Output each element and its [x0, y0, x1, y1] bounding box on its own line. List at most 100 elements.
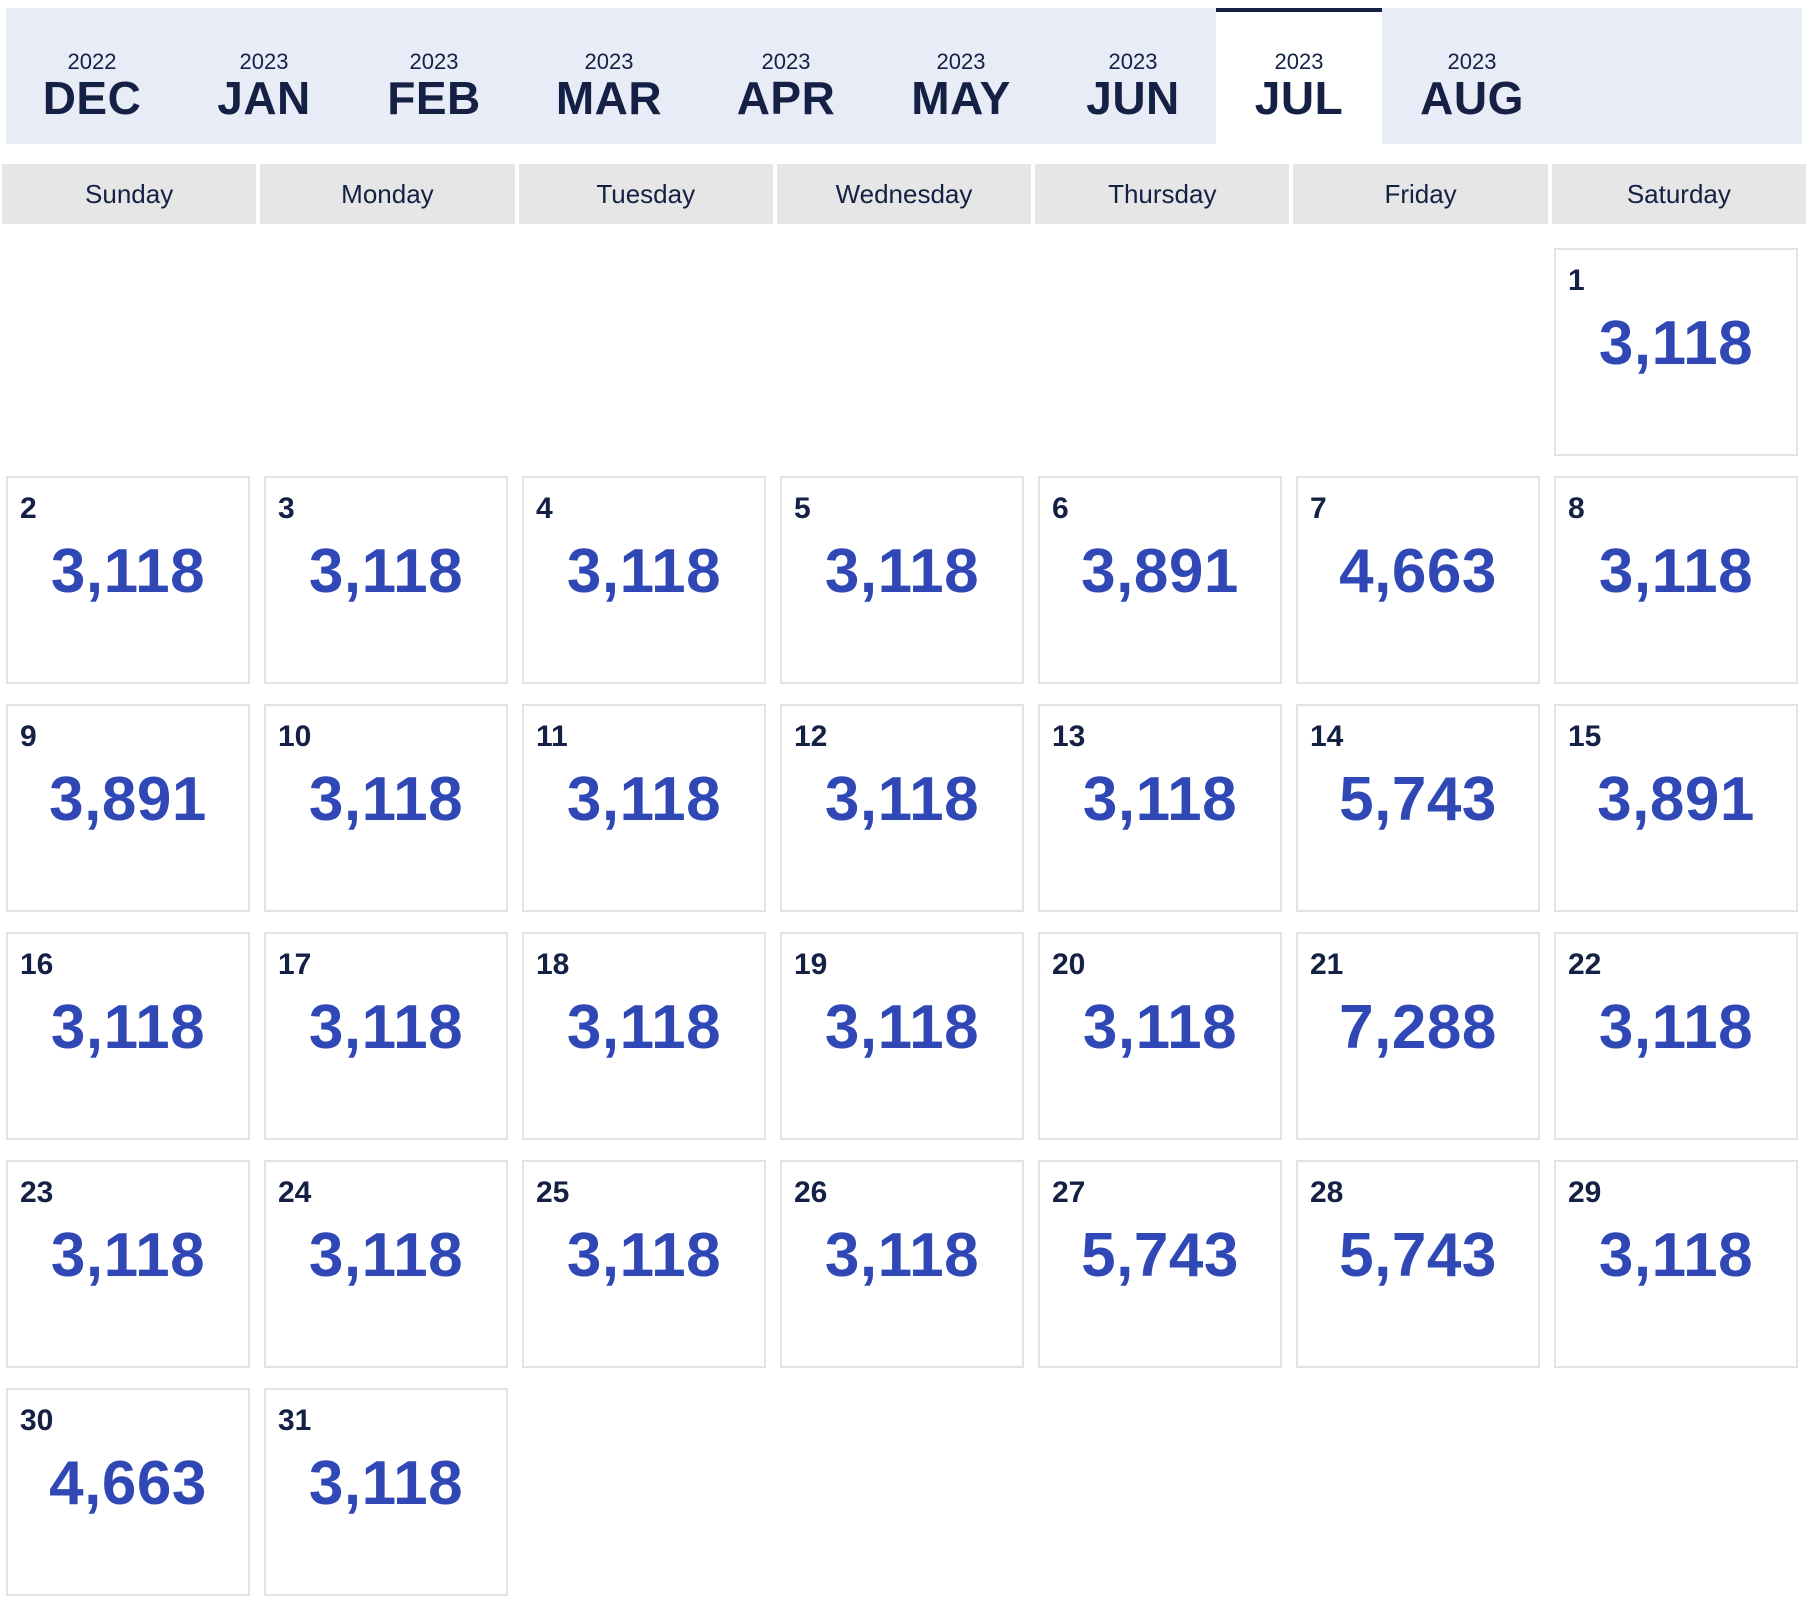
- day-cell[interactable]: 3 3,118: [264, 476, 508, 684]
- day-cell[interactable]: 18 3,118: [522, 932, 766, 1140]
- month-name: FEB: [387, 72, 481, 124]
- day-number: 10: [278, 720, 312, 753]
- day-value: 3,118: [1598, 537, 1754, 606]
- month-name: DEC: [42, 72, 142, 124]
- day-value: 3,118: [308, 993, 464, 1062]
- day-cell[interactable]: 12 3,118: [780, 704, 1024, 912]
- day-cell[interactable]: 15 3,891: [1554, 704, 1798, 912]
- day-number: 12: [794, 720, 828, 753]
- day-cell[interactable]: 13 3,118: [1038, 704, 1282, 912]
- day-value: 3,118: [1598, 993, 1754, 1062]
- day-cell[interactable]: 8 3,118: [1554, 476, 1798, 684]
- month-year: 2023: [1447, 49, 1497, 74]
- weekday-saturday: Saturday: [1551, 164, 1806, 224]
- day-number: 3: [278, 492, 295, 525]
- day-value: 3,891: [1597, 765, 1755, 834]
- day-value: 3,118: [824, 993, 980, 1062]
- day-cell[interactable]: 6 3,891: [1038, 476, 1282, 684]
- weekday-wednesday: Wednesday: [776, 164, 1032, 224]
- day-cell[interactable]: 16 3,118: [6, 932, 250, 1140]
- month-year: 2023: [584, 49, 634, 74]
- day-value: 3,118: [1082, 765, 1238, 834]
- day-cell[interactable]: 24 3,118: [264, 1160, 508, 1368]
- day-value: 3,891: [1081, 537, 1239, 606]
- day-cell[interactable]: 5 3,118: [780, 476, 1024, 684]
- month-tab-apr[interactable]: 2023 APR: [700, 8, 872, 144]
- day-cell[interactable]: 4 3,118: [522, 476, 766, 684]
- day-cell[interactable]: 28 5,743: [1296, 1160, 1540, 1368]
- day-value: 3,118: [50, 537, 206, 606]
- month-tab-may[interactable]: 2023 MAY: [872, 8, 1050, 144]
- day-cell[interactable]: 21 7,288: [1296, 932, 1540, 1140]
- month-tab-aug[interactable]: 2023 AUG: [1382, 8, 1562, 144]
- day-value: 3,118: [308, 1221, 464, 1290]
- day-number: 13: [1052, 720, 1086, 753]
- day-number: 20: [1052, 948, 1086, 981]
- month-tab-jan[interactable]: 2023 JAN: [178, 8, 350, 144]
- day-cell[interactable]: 23 3,118: [6, 1160, 250, 1368]
- day-number: 14: [1310, 720, 1344, 753]
- month-name: MAY: [911, 72, 1011, 124]
- day-cell[interactable]: 9 3,891: [6, 704, 250, 912]
- month-name: MAR: [555, 72, 663, 124]
- day-value: 3,891: [49, 765, 207, 834]
- day-number: 7: [1310, 492, 1327, 525]
- day-number: 11: [536, 720, 568, 753]
- month-year: 2023: [1274, 49, 1324, 74]
- day-value: 3,118: [50, 993, 206, 1062]
- day-number: 21: [1310, 948, 1344, 981]
- day-number: 18: [536, 948, 570, 981]
- day-value: 3,118: [308, 537, 464, 606]
- day-number: 4: [536, 492, 553, 525]
- month-year: 2022: [67, 49, 117, 74]
- day-cell[interactable]: 27 5,743: [1038, 1160, 1282, 1368]
- day-number: 22: [1568, 948, 1602, 981]
- day-cell[interactable]: 10 3,118: [264, 704, 508, 912]
- month-tab-dec[interactable]: 2022 DEC: [6, 8, 178, 144]
- day-cell[interactable]: 19 3,118: [780, 932, 1024, 1140]
- day-cell[interactable]: 11 3,118: [522, 704, 766, 912]
- month-year: 2023: [936, 49, 986, 74]
- day-value: 3,118: [824, 765, 980, 834]
- day-number: 29: [1568, 1176, 1602, 1209]
- day-cell[interactable]: 2 3,118: [6, 476, 250, 684]
- day-cell[interactable]: 31 3,118: [264, 1388, 508, 1596]
- weekday-sunday: Sunday: [2, 164, 257, 224]
- day-number: 17: [278, 948, 312, 981]
- day-number: 15: [1568, 720, 1602, 753]
- day-value: 5,743: [1339, 1221, 1497, 1290]
- day-number: 25: [536, 1176, 570, 1209]
- month-tab-feb[interactable]: 2023 FEB: [350, 8, 518, 144]
- day-cell[interactable]: 20 3,118: [1038, 932, 1282, 1140]
- day-value: 7,288: [1339, 993, 1497, 1062]
- day-number: 2: [20, 492, 37, 525]
- day-cell[interactable]: 29 3,118: [1554, 1160, 1798, 1368]
- day-cell[interactable]: 7 4,663: [1296, 476, 1540, 684]
- weekday-friday: Friday: [1293, 164, 1548, 224]
- day-number: 23: [20, 1176, 54, 1209]
- day-value: 3,118: [566, 1221, 722, 1290]
- day-cell[interactable]: 26 3,118: [780, 1160, 1024, 1368]
- month-tab-jul[interactable]: 2023 JUL: [1216, 8, 1382, 144]
- day-cell[interactable]: 17 3,118: [264, 932, 508, 1140]
- day-cell[interactable]: 1 3,118: [1554, 248, 1798, 456]
- day-value: 3,118: [1598, 309, 1754, 378]
- month-year: 2023: [239, 49, 289, 74]
- day-cell[interactable]: 25 3,118: [522, 1160, 766, 1368]
- month-tab-jun[interactable]: 2023 JUN: [1050, 8, 1216, 144]
- month-name: JAN: [217, 72, 311, 124]
- day-cell[interactable]: 30 4,663: [6, 1388, 250, 1596]
- weekday-header: Sunday Monday Tuesday Wednesday Thursday Frid…: [2, 164, 1806, 224]
- day-value: 3,118: [566, 537, 722, 606]
- day-cell[interactable]: 22 3,118: [1554, 932, 1798, 1140]
- month-name: AUG: [1420, 72, 1524, 124]
- weekday-tuesday: Tuesday: [518, 164, 773, 224]
- month-year: 2023: [1108, 49, 1158, 74]
- day-value: 3,118: [566, 993, 722, 1062]
- day-number: 5: [794, 492, 811, 525]
- day-number: 27: [1052, 1176, 1086, 1209]
- month-tab-mar[interactable]: 2023 MAR: [518, 8, 700, 144]
- day-number: 19: [794, 948, 828, 981]
- day-number: 6: [1052, 492, 1069, 525]
- day-cell[interactable]: 14 5,743: [1296, 704, 1540, 912]
